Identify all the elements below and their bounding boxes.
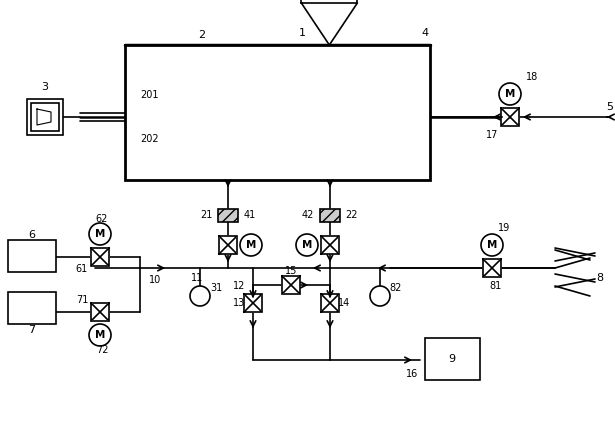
Text: 71: 71 <box>76 295 88 305</box>
Polygon shape <box>219 236 237 245</box>
Bar <box>31 103 59 131</box>
Text: 5: 5 <box>606 102 614 112</box>
Polygon shape <box>301 3 357 45</box>
Text: M: M <box>95 330 105 340</box>
Text: 13: 13 <box>233 298 245 308</box>
Polygon shape <box>282 276 291 294</box>
Circle shape <box>89 324 111 346</box>
Text: 18: 18 <box>526 72 538 82</box>
Polygon shape <box>483 259 492 277</box>
Polygon shape <box>321 303 339 312</box>
Text: 16: 16 <box>406 369 418 379</box>
Bar <box>320 209 340 221</box>
Text: 8: 8 <box>597 273 603 283</box>
Text: 62: 62 <box>96 214 108 224</box>
Text: 31: 31 <box>210 283 222 293</box>
Text: 9: 9 <box>448 354 456 364</box>
Text: 61: 61 <box>76 264 88 274</box>
Text: M: M <box>302 240 312 250</box>
Text: 7: 7 <box>28 325 36 335</box>
Text: 82: 82 <box>390 283 402 293</box>
Text: 12: 12 <box>233 281 245 291</box>
Text: 2: 2 <box>199 30 205 40</box>
Bar <box>8 292 56 324</box>
Text: 72: 72 <box>96 345 108 355</box>
Bar <box>8 240 56 272</box>
Text: 6: 6 <box>28 230 36 240</box>
Text: 81: 81 <box>489 281 501 291</box>
Circle shape <box>240 234 262 256</box>
Bar <box>125 45 430 180</box>
Circle shape <box>481 234 503 256</box>
Bar <box>218 209 238 221</box>
Circle shape <box>499 83 521 105</box>
Polygon shape <box>492 259 501 277</box>
Text: 15: 15 <box>285 266 297 276</box>
Text: 201: 201 <box>140 90 159 100</box>
Text: 22: 22 <box>346 210 359 220</box>
Text: 3: 3 <box>41 82 49 92</box>
Text: 4: 4 <box>421 28 429 38</box>
Polygon shape <box>321 236 339 245</box>
Circle shape <box>190 286 210 306</box>
Polygon shape <box>291 276 300 294</box>
Text: M: M <box>246 240 256 250</box>
Text: 42: 42 <box>302 210 314 220</box>
Text: M: M <box>505 89 515 99</box>
Text: M: M <box>487 240 497 250</box>
Circle shape <box>296 234 318 256</box>
Text: 41: 41 <box>244 210 256 220</box>
Text: 17: 17 <box>486 130 498 140</box>
Polygon shape <box>321 294 339 303</box>
Polygon shape <box>100 248 109 266</box>
Polygon shape <box>244 303 262 312</box>
Polygon shape <box>91 248 100 266</box>
Text: 202: 202 <box>140 134 159 144</box>
Text: M: M <box>95 229 105 239</box>
Polygon shape <box>501 108 510 126</box>
Circle shape <box>370 286 390 306</box>
Polygon shape <box>91 303 100 321</box>
Text: 19: 19 <box>498 223 510 233</box>
Polygon shape <box>100 303 109 321</box>
Text: 10: 10 <box>149 275 161 285</box>
Text: 21: 21 <box>200 210 212 220</box>
Bar <box>27 99 63 135</box>
Polygon shape <box>510 108 519 126</box>
Polygon shape <box>219 245 237 254</box>
Polygon shape <box>321 245 339 254</box>
Text: 11: 11 <box>191 273 203 283</box>
Text: 14: 14 <box>338 298 350 308</box>
Circle shape <box>89 223 111 245</box>
Polygon shape <box>244 294 262 303</box>
Text: 1: 1 <box>300 28 306 38</box>
Bar <box>425 338 480 380</box>
